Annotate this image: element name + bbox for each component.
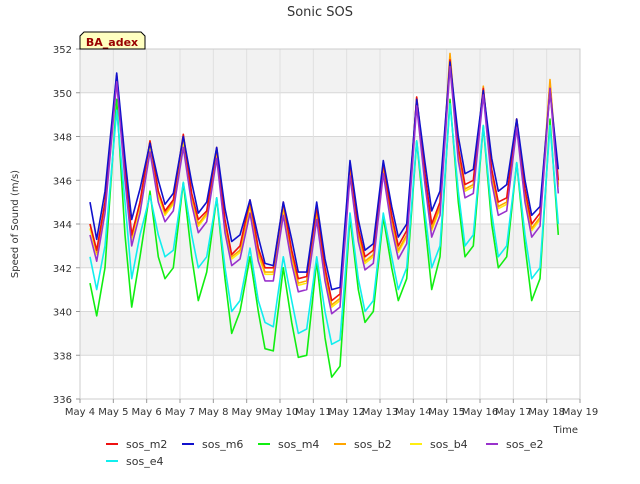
y-tick-label: 348 xyxy=(53,133,72,144)
x-tick-label: May 18 xyxy=(528,407,565,418)
grid-band xyxy=(80,355,580,399)
x-tick-label: May 7 xyxy=(165,407,195,418)
x-tick-label: May 5 xyxy=(98,407,128,418)
y-ticks: 336 338 340 342 344 346 348 350 352 xyxy=(53,45,80,406)
legend-label: sos_m4 xyxy=(278,438,319,451)
legend-label: sos_e2 xyxy=(506,438,543,451)
series-layer xyxy=(89,52,560,378)
y-tick-label: 336 xyxy=(53,395,72,406)
series-line-sos_e2 xyxy=(89,65,560,315)
annotation-label: BA_adex xyxy=(86,36,138,49)
y-tick-label: 338 xyxy=(53,351,72,362)
legend-label: sos_m2 xyxy=(126,438,167,451)
y-tick-label: 352 xyxy=(53,45,72,56)
annotation-shape xyxy=(79,31,146,50)
legend-label: sos_e4 xyxy=(126,455,163,468)
x-tick-label: May 12 xyxy=(328,407,365,418)
x-tick-label: May 19 xyxy=(562,407,599,418)
grid-band xyxy=(80,136,580,181)
x-tick-label: May 17 xyxy=(495,407,532,418)
grid-bands xyxy=(80,49,580,399)
x-tick-label: May 9 xyxy=(232,407,262,418)
legend-label: sos_b2 xyxy=(354,438,392,451)
x-tick-label: May 16 xyxy=(462,407,499,418)
legend-label: sos_b4 xyxy=(430,438,468,451)
x-tick-label: May 15 xyxy=(428,407,465,418)
x-tick-label: May 11 xyxy=(295,407,332,418)
x-axis-label: Time xyxy=(553,425,578,436)
chart-title: Sonic SOS xyxy=(287,5,353,20)
x-tick-label: May 8 xyxy=(198,407,228,418)
y-tick-label: 350 xyxy=(53,89,72,100)
grid-band xyxy=(80,92,580,137)
x-tick-label: May 6 xyxy=(132,407,162,418)
x-ticks: May 4 May 5 May 6 May 7 May 8 May 9 May 10May … xyxy=(65,399,598,418)
y-tick-label: 346 xyxy=(53,176,72,187)
x-tick-label: May 4 xyxy=(65,407,95,418)
y-axis-label: Speed of Sound (m/s) xyxy=(10,170,21,278)
x-tick-label: May 13 xyxy=(362,407,399,418)
legend-label: sos_m6 xyxy=(202,438,243,451)
grid-band xyxy=(80,49,580,93)
series-line-sos_m6 xyxy=(89,61,560,291)
y-tick-label: 342 xyxy=(53,264,72,275)
y-tick-label: 340 xyxy=(53,308,72,319)
x-tick-label: May 10 xyxy=(262,407,299,418)
x-tick-label: May 14 xyxy=(395,407,432,418)
series-line-sos_e4 xyxy=(89,102,560,346)
y-tick-label: 344 xyxy=(53,220,72,231)
legend: sos_m2 sos_m6 sos_m4 sos_b2 sos_b4 sos_e2 sos_… xyxy=(106,438,543,468)
annotation-box: BA_adex xyxy=(79,31,146,50)
